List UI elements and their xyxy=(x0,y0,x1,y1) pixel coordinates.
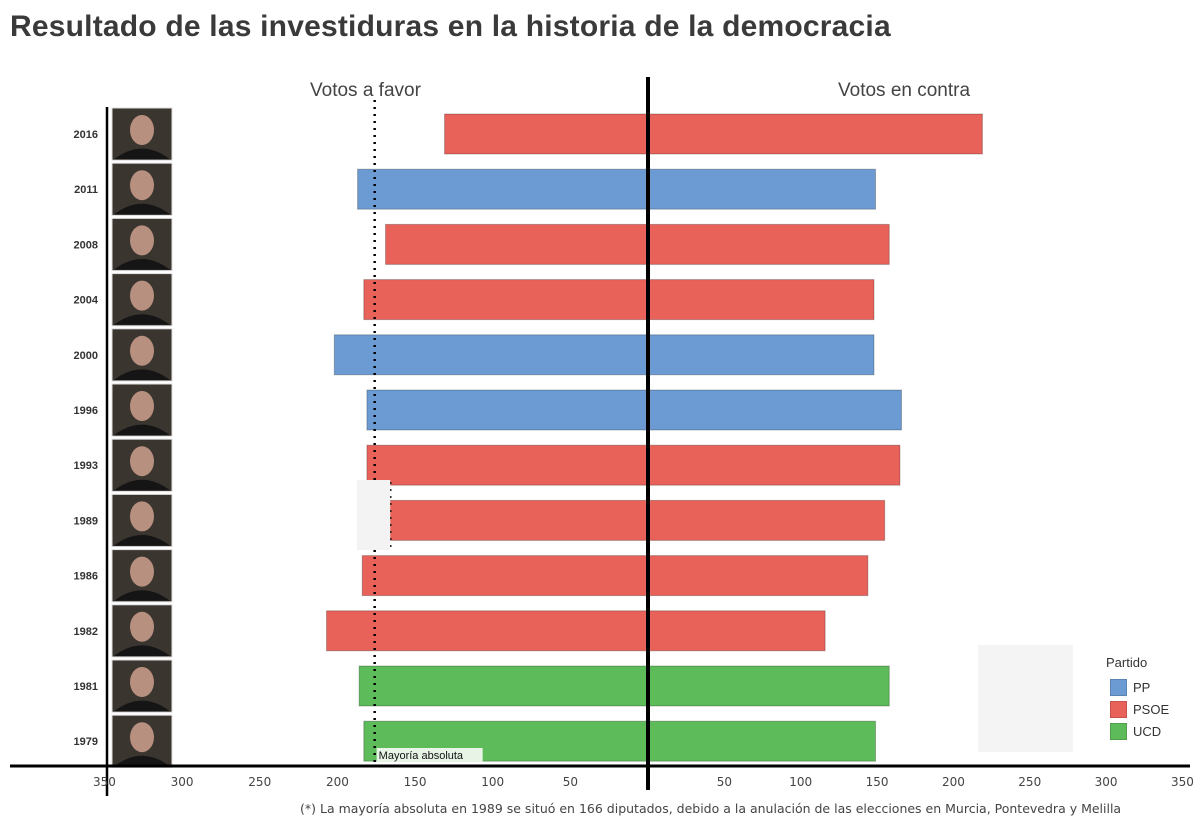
legend-title: Partido xyxy=(1106,655,1148,670)
bar-favor-1982 xyxy=(326,610,649,652)
portrait-face-1993 xyxy=(130,446,154,477)
portrait-body-2011 xyxy=(114,203,170,215)
legend-label-ucd: UCD xyxy=(1133,723,1162,739)
bar-contra-1986 xyxy=(647,555,869,597)
footnote: (*) La mayoría absoluta en 1989 se situó… xyxy=(300,801,1122,816)
bar-contra-1981 xyxy=(647,665,890,707)
right-side-label: Votos en contra xyxy=(838,80,971,101)
year-label: 2008 xyxy=(74,239,98,251)
portrait-body-2008 xyxy=(114,259,170,270)
bar-favor-1993 xyxy=(366,444,649,486)
year-label: 2004 xyxy=(74,295,99,307)
portrait-face-1989 xyxy=(130,501,154,532)
portrait-face-1996 xyxy=(130,391,154,421)
portrait-body-2000 xyxy=(114,369,170,380)
portrait-face-2004 xyxy=(130,280,154,311)
bar-contra-1993 xyxy=(647,444,901,486)
majority-label: Mayoría absoluta xyxy=(379,750,464,762)
portrait-face-2000 xyxy=(130,335,154,366)
portrait-face-1979 xyxy=(130,722,154,753)
legend-item-psoe: PSOE xyxy=(1110,698,1169,720)
portrait-body-1979 xyxy=(114,755,170,767)
year-label: 2016 xyxy=(74,129,98,141)
bar-favor-2004 xyxy=(363,279,649,321)
bar-contra-2011 xyxy=(647,168,877,210)
chart-title: Resultado de las investiduras en la hist… xyxy=(10,10,891,43)
bar-favor-1996 xyxy=(366,389,649,431)
right-tick-label: 100 xyxy=(789,775,812,789)
year-label: 1979 xyxy=(74,736,98,748)
year-label: 1986 xyxy=(74,571,98,583)
legend-swatch-pp xyxy=(1110,678,1127,696)
bar-favor-1986 xyxy=(361,555,649,597)
legend-background xyxy=(978,645,1073,752)
bar-favor-2016 xyxy=(444,113,649,155)
left-tick-label: 200 xyxy=(326,775,349,789)
portrait-face-2008 xyxy=(130,225,154,256)
right-tick-label: 350 xyxy=(1171,775,1194,789)
portrait-face-1981 xyxy=(130,667,154,697)
bar-contra-2004 xyxy=(647,279,875,321)
right-tick-label: 50 xyxy=(717,775,732,789)
legend-item-ucd: UCD xyxy=(1110,720,1169,742)
right-tick-label: 200 xyxy=(942,775,965,789)
portrait-face-1982 xyxy=(130,611,154,642)
bar-favor-1981 xyxy=(358,665,649,707)
year-label: 2000 xyxy=(74,350,98,362)
majority-label-bg xyxy=(376,748,483,762)
bar-contra-1982 xyxy=(647,610,826,652)
bar-favor-2000 xyxy=(333,334,649,376)
majority-1989-shade xyxy=(357,480,391,550)
portrait-face-2011 xyxy=(130,170,154,201)
right-tick-label: 150 xyxy=(866,775,889,789)
portrait-body-2004 xyxy=(114,314,170,325)
bar-contra-2008 xyxy=(647,223,890,265)
bar-contra-1979 xyxy=(647,720,877,762)
year-label: 1993 xyxy=(74,460,98,472)
year-label: 1982 xyxy=(74,626,98,638)
left-tick-label: 350 xyxy=(93,775,116,789)
portrait-body-1993 xyxy=(114,479,170,491)
portrait-face-1986 xyxy=(130,556,154,587)
bar-favor-1989 xyxy=(388,499,649,541)
left-tick-label: 100 xyxy=(481,775,504,789)
portrait-body-1981 xyxy=(114,700,170,712)
left-side-label: Votos a favor xyxy=(310,80,421,101)
year-label: 1981 xyxy=(74,681,98,693)
portrait-body-1996 xyxy=(114,424,170,436)
left-tick-label: 150 xyxy=(404,775,427,789)
portrait-body-1989 xyxy=(114,535,170,546)
year-label: 1996 xyxy=(74,405,98,417)
left-tick-label: 50 xyxy=(563,775,578,789)
left-tick-label: 250 xyxy=(248,775,271,789)
bar-favor-2011 xyxy=(357,168,649,210)
legend-swatch-ucd xyxy=(1110,722,1127,740)
bar-contra-2000 xyxy=(647,334,875,376)
left-tick-label: 300 xyxy=(171,775,194,789)
year-label: 2011 xyxy=(74,184,98,196)
legend: Partido PP PSOE UCD xyxy=(1100,655,1169,742)
portrait-face-2016 xyxy=(130,115,154,145)
bar-contra-1989 xyxy=(647,499,886,541)
bar-contra-1996 xyxy=(647,389,902,431)
legend-label-pp: PP xyxy=(1133,679,1151,695)
legend-item-pp: PP xyxy=(1110,676,1169,698)
legend-swatch-psoe xyxy=(1110,700,1127,718)
bar-contra-2016 xyxy=(647,113,983,155)
portrait-body-1982 xyxy=(114,645,170,656)
bar-favor-2008 xyxy=(385,223,649,265)
portrait-body-2016 xyxy=(114,148,170,160)
portrait-body-1986 xyxy=(114,590,170,601)
right-tick-label: 300 xyxy=(1095,775,1118,789)
right-tick-label: 250 xyxy=(1018,775,1041,789)
legend-label-psoe: PSOE xyxy=(1133,701,1170,717)
year-label: 1989 xyxy=(74,515,98,527)
